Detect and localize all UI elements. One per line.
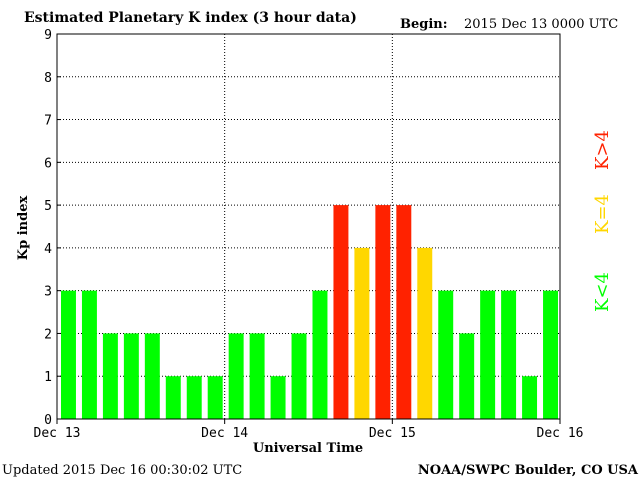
x-tick-label: Dec 13 [34,426,81,441]
y-axis-ticks: 0 1 2 3 4 5 6 7 8 9 [44,28,61,428]
y-tick-label: 4 [44,242,52,257]
bar-series [61,205,558,419]
kp-bar [417,247,433,419]
kp-bar [501,290,517,419]
kp-bar [459,333,475,419]
y-tick-label: 1 [44,370,52,385]
kp-bar [186,376,202,419]
kp-bar [165,376,181,419]
kp-bar [354,247,370,419]
kp-bar [249,333,265,419]
x-tick-label: Dec 16 [537,426,584,441]
kp-bar [543,290,558,419]
updated-timestamp: Updated 2015 Dec 16 00:30:02 UTC [2,463,242,478]
kp-bar [123,333,139,419]
kp-bar [102,333,118,419]
y-tick-label: 2 [44,327,52,342]
y-tick-label: 5 [44,199,52,214]
y-tick-label: 8 [44,71,52,86]
chart-title: Estimated Planetary K index (3 hour data… [24,10,357,26]
legend-equal: K=4 [592,194,613,234]
y-tick-label: 9 [44,28,52,43]
kp-bar [480,290,496,419]
plot-frame [56,33,561,420]
kp-bar [291,333,307,419]
kp-bar [228,333,244,419]
y-axis-label: Kp index [16,196,31,261]
grid-lines [57,34,560,419]
kp-bar [312,290,328,419]
kp-bar [144,333,160,419]
kp-bar [438,290,454,419]
y-tick-label: 0 [44,413,52,428]
y-tick-label: 7 [44,114,52,129]
x-axis-ticks: Dec 13 Dec 14 Dec 15 Dec 16 [34,419,584,441]
kp-bar [81,290,97,419]
kp-bar [333,205,349,419]
kp-bar [270,376,286,419]
credit-line: NOAA/SWPC Boulder, CO USA [418,463,639,478]
x-tick-label: Dec 15 [369,426,416,441]
legend-low: K<4 [592,272,613,312]
kp-bar [207,376,223,419]
x-tick-label: Dec 14 [201,426,248,441]
kp-bar [396,205,412,419]
kp-bar [61,290,76,419]
kp-bar [375,205,391,419]
begin-value: 2015 Dec 13 0000 UTC [464,17,618,32]
x-axis-label: Universal Time [253,441,363,456]
y-tick-label: 3 [44,285,52,300]
kp-bar [522,376,538,419]
begin-label: Begin: [400,17,448,32]
y-tick-label: 6 [44,156,52,171]
legend-high: K>4 [592,130,613,170]
